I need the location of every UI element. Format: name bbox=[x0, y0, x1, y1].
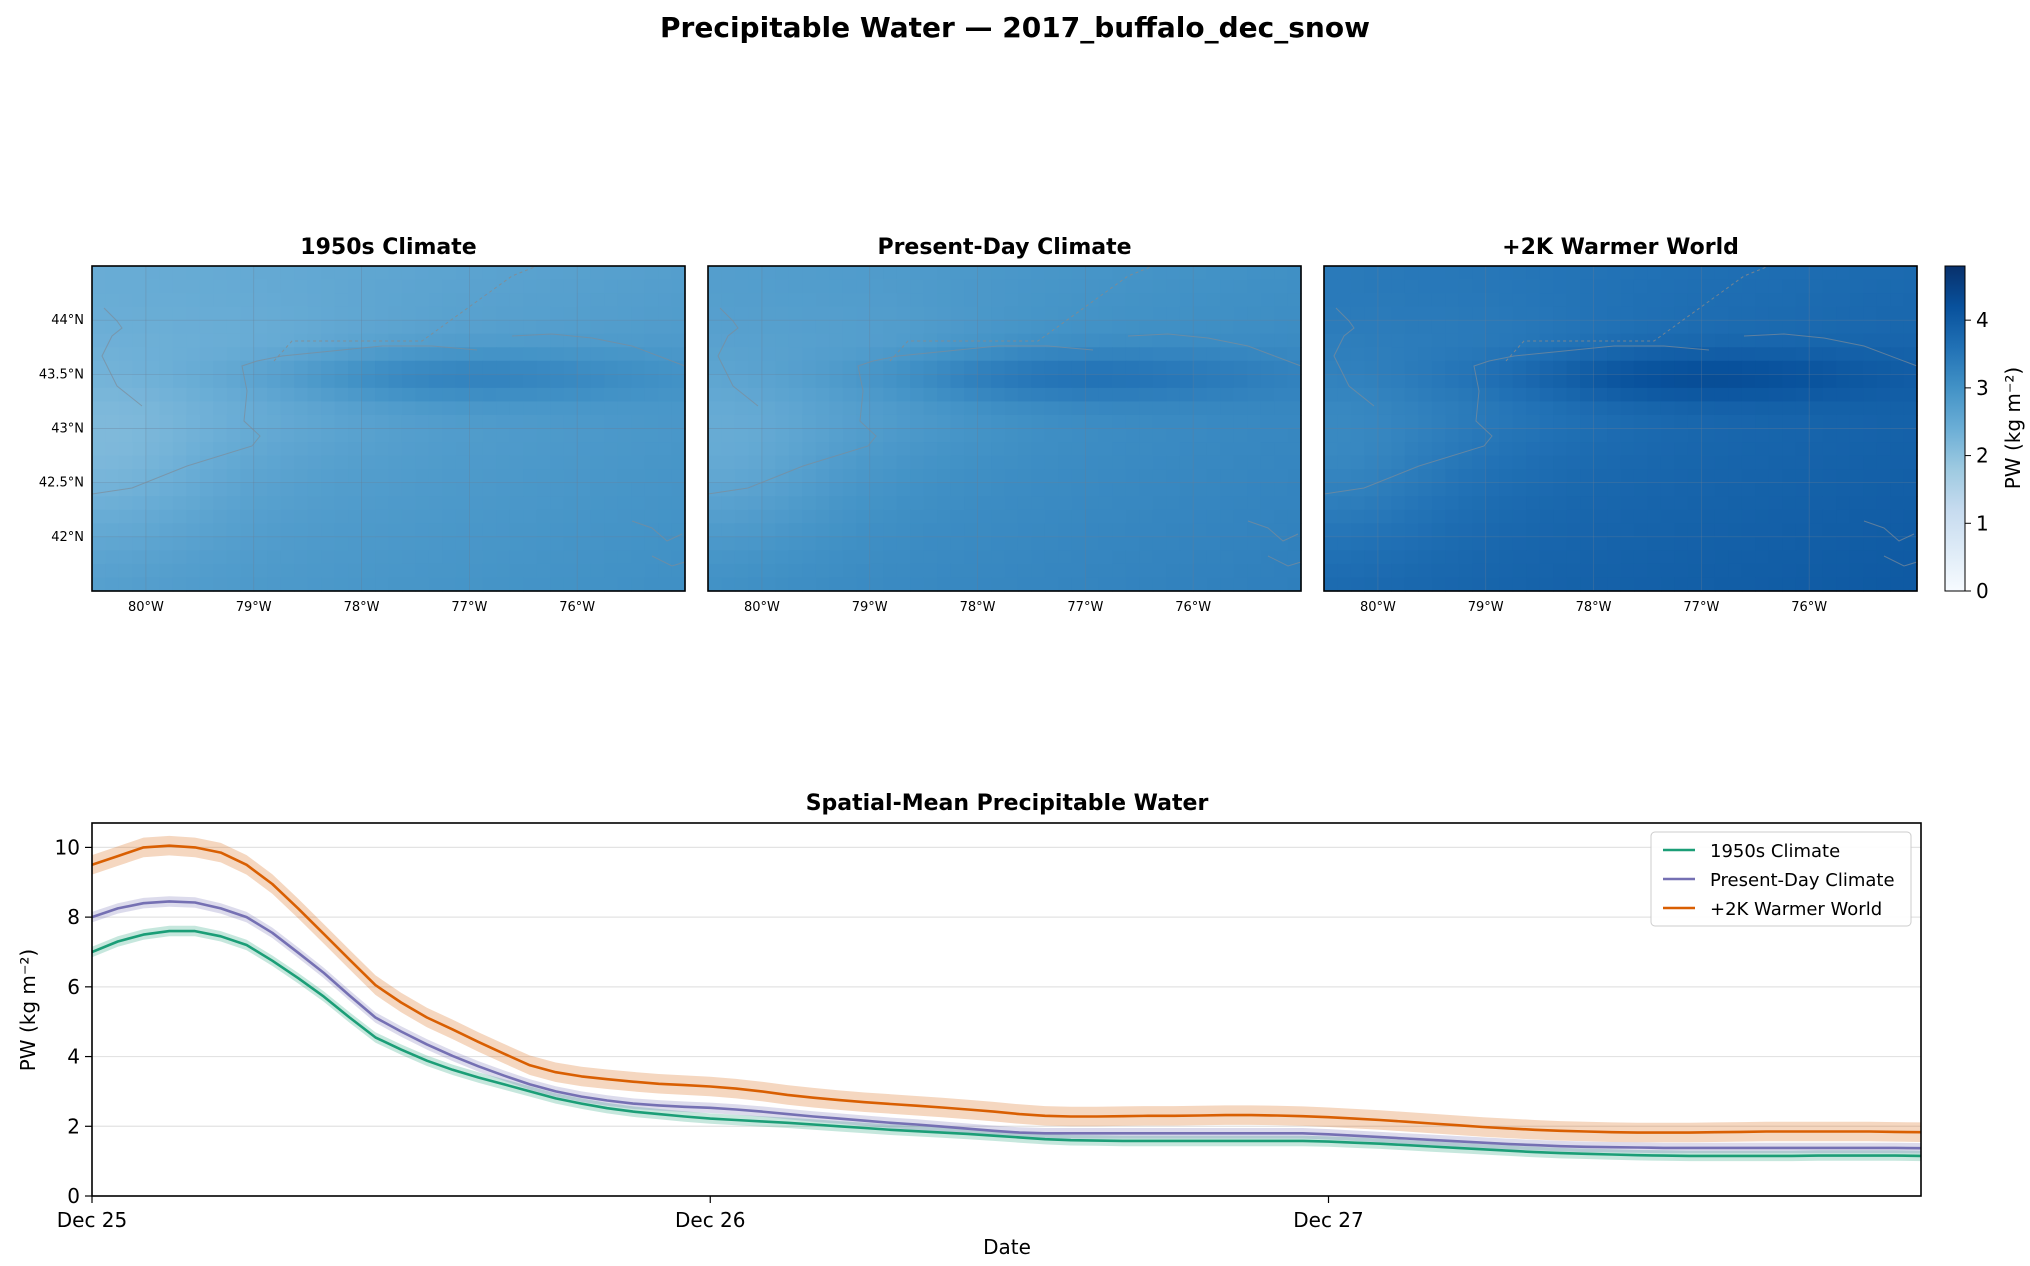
chart-title: Spatial-Mean Precipitable Water bbox=[806, 791, 1209, 816]
graticule bbox=[92, 266, 685, 591]
map-panel: Present-Day Climate 80°W 79°W 78°W 77°W 76°W bbox=[707, 235, 1302, 615]
colorbar-tick-label: 2 bbox=[1976, 444, 1989, 468]
line-chart: Spatial-Mean Precipitable Water 0246810 … bbox=[16, 791, 1922, 1259]
y-tick-label: 2 bbox=[67, 1114, 80, 1138]
lat-tick-label: 42.5°N bbox=[39, 476, 84, 491]
series-line bbox=[92, 844, 1921, 1134]
x-axis-ticks: Dec 25 Dec 26 Dec 27 bbox=[57, 1196, 1364, 1232]
state-border bbox=[1505, 265, 1770, 362]
y-tick-label: 0 bbox=[67, 1184, 80, 1208]
legend-box bbox=[1650, 831, 1912, 927]
lon-tick-label: 79°W bbox=[236, 600, 272, 615]
pw-field-grid bbox=[1324, 266, 1918, 592]
legend: 1950s Climate Present-Day Climate +2K Warm… bbox=[1650, 831, 1912, 927]
x-tick-label: Dec 25 bbox=[57, 1208, 128, 1232]
lat-tick-label: 43.5°N bbox=[39, 367, 84, 382]
coastlines bbox=[1323, 307, 1918, 567]
colorbar-tick-label: 1 bbox=[1976, 511, 1989, 535]
series-line bbox=[92, 929, 1921, 1158]
x-axis-label: Date bbox=[983, 1235, 1031, 1259]
coastlines bbox=[91, 307, 686, 567]
colorbar-tick-label: 0 bbox=[1976, 579, 1989, 603]
colorbar-ticks: 0 1 2 3 4 bbox=[1965, 308, 1989, 603]
map-frame bbox=[91, 265, 686, 592]
plot-frame bbox=[91, 822, 1922, 1197]
graticule bbox=[708, 266, 1301, 591]
map-panel-title: +2K Warmer World bbox=[1502, 235, 1739, 260]
lon-tick-label: 77°W bbox=[1683, 600, 1719, 615]
coastlines bbox=[707, 307, 1302, 567]
legend-label: 1950s Climate bbox=[1710, 841, 1840, 862]
lon-tick-label: 80°W bbox=[128, 600, 164, 615]
map-panel-title: Present-Day Climate bbox=[877, 235, 1131, 260]
lat-tick-label: 43°N bbox=[51, 422, 84, 437]
legend-label: Present-Day Climate bbox=[1710, 870, 1895, 891]
lon-tick-label: 80°W bbox=[744, 600, 780, 615]
map-panels: 1950s Climate 80°W 79°W 78°W 77°W 76°W 44°N 43.… bbox=[39, 235, 1918, 615]
lat-tick-label: 44°N bbox=[51, 313, 84, 328]
map-frame bbox=[1323, 265, 1918, 592]
state-border bbox=[273, 265, 538, 362]
map-panel: 1950s Climate 80°W 79°W 78°W 77°W 76°W 44°N 43.… bbox=[39, 235, 686, 615]
lat-tick-label: 42°N bbox=[51, 530, 84, 545]
lon-tick-label: 80°W bbox=[1360, 600, 1396, 615]
series-lines bbox=[92, 844, 1921, 1158]
lon-tick-label: 78°W bbox=[344, 600, 380, 615]
pw-field-grid bbox=[92, 266, 686, 592]
y-tick-label: 4 bbox=[67, 1045, 80, 1069]
series-line bbox=[92, 900, 1921, 1150]
map-panel: +2K Warmer World 80°W 79°W 78°W 77°W 76°W bbox=[1323, 235, 1918, 615]
lon-tick-label: 76°W bbox=[559, 600, 595, 615]
pw-field-grid bbox=[708, 266, 1302, 592]
colorbar-tick-label: 3 bbox=[1976, 376, 1989, 400]
state-border bbox=[889, 265, 1154, 362]
x-tick-label: Dec 26 bbox=[675, 1208, 746, 1232]
legend-label: +2K Warmer World bbox=[1710, 899, 1882, 920]
y-tick-label: 10 bbox=[55, 835, 80, 859]
colorbar-label: PW (kg m⁻²) bbox=[2001, 367, 2025, 490]
lon-tick-label: 78°W bbox=[960, 600, 996, 615]
lon-tick-label: 76°W bbox=[1175, 600, 1211, 615]
lon-tick-label: 77°W bbox=[1067, 600, 1103, 615]
lon-tick-label: 76°W bbox=[1791, 600, 1827, 615]
lon-tick-label: 79°W bbox=[1468, 600, 1504, 615]
y-axis-ticks: 0 2 4 6 8 10 bbox=[55, 835, 92, 1208]
lon-tick-label: 79°W bbox=[852, 600, 888, 615]
map-frame bbox=[707, 265, 1302, 592]
colorbar-tick-label: 4 bbox=[1976, 308, 1989, 332]
colorbar-gradient bbox=[1944, 265, 1966, 592]
x-tick-label: Dec 27 bbox=[1293, 1208, 1364, 1232]
figure-title: Precipitable Water — 2017_buffalo_dec_sn… bbox=[660, 11, 1370, 44]
colorbar: 0 1 2 3 4 PW (kg m⁻²) bbox=[1944, 265, 2025, 603]
y-tick-label: 6 bbox=[67, 975, 80, 999]
y-tick-label: 8 bbox=[67, 905, 80, 929]
lon-tick-label: 77°W bbox=[451, 600, 487, 615]
uncertainty-band bbox=[92, 835, 1921, 1143]
y-axis-label: PW (kg m⁻²) bbox=[16, 949, 40, 1072]
map-panel-title: 1950s Climate bbox=[300, 235, 476, 260]
lon-tick-label: 78°W bbox=[1576, 600, 1612, 615]
graticule bbox=[1324, 266, 1917, 591]
